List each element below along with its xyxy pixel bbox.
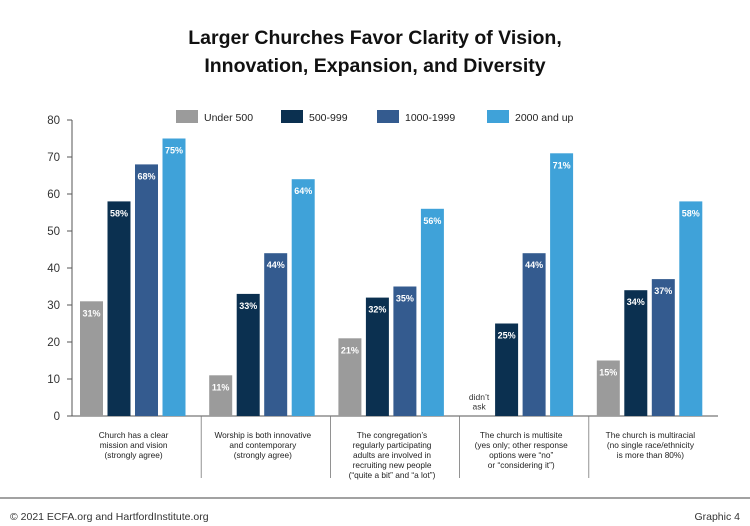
legend-label: 2000 and up — [515, 112, 574, 124]
y-tick-label: 70 — [47, 152, 60, 164]
missing-data-note: didn’t — [469, 392, 490, 402]
bar-value-label: 75% — [165, 146, 183, 156]
bar — [107, 201, 131, 416]
bar — [264, 253, 288, 416]
bar-value-label: 68% — [137, 171, 155, 181]
bar-value-label: 32% — [368, 305, 386, 315]
legend-item: 1000-1999 — [377, 110, 455, 124]
bar — [596, 360, 620, 416]
bar-value-label: 35% — [396, 294, 414, 304]
bar-value-label: 37% — [654, 286, 672, 296]
y-tick-label: 30 — [47, 300, 60, 312]
y-tick-label: 40 — [47, 263, 60, 275]
bar — [80, 301, 103, 416]
y-tick-label: 20 — [47, 337, 60, 349]
bar-value-label: 71% — [553, 160, 571, 170]
bar — [162, 138, 186, 416]
category-label: is more than 80%) — [617, 450, 685, 460]
category-label: adults are involved in — [353, 450, 431, 460]
bar-value-label: 64% — [294, 186, 312, 196]
legend-label: 500-999 — [309, 112, 348, 124]
legend-item: 500-999 — [281, 110, 348, 124]
category-label: options were “no” — [489, 450, 553, 460]
bar — [495, 323, 519, 416]
category-label: or “considering it”) — [488, 460, 555, 470]
bar — [679, 201, 703, 416]
bar-value-label: 44% — [525, 260, 543, 270]
category-label: and contemporary — [229, 440, 297, 450]
category-label: mission and vision — [100, 440, 168, 450]
y-tick-label: 10 — [47, 374, 60, 386]
category-label: The church is multiracial — [606, 430, 696, 440]
legend-swatch — [176, 110, 198, 123]
bar-value-label: 58% — [110, 208, 128, 218]
bar — [393, 286, 417, 416]
bar-value-label: 33% — [239, 301, 257, 311]
legend-item: 2000 and up — [487, 110, 574, 124]
bar — [135, 164, 158, 416]
bar — [365, 297, 389, 416]
chart-title-line: Innovation, Expansion, and Diversity — [204, 55, 545, 77]
footer-credit: © 2021 ECFA.org and HartfordInstitute.or… — [10, 511, 209, 523]
legend-swatch — [281, 110, 303, 123]
category-label: Church has a clear — [99, 430, 169, 440]
bar-value-label: 15% — [599, 368, 617, 378]
bar — [550, 153, 574, 417]
legend-swatch — [377, 110, 399, 123]
bar — [338, 338, 362, 416]
legend-label: 1000-1999 — [405, 112, 455, 124]
bar-value-label: 11% — [212, 382, 230, 392]
y-tick-label: 0 — [54, 411, 60, 423]
bar — [624, 290, 648, 416]
category-label: The church is multisite — [480, 430, 563, 440]
legend-swatch — [487, 110, 509, 123]
bar-value-label: 34% — [627, 297, 645, 307]
legend-item: Under 500 — [176, 110, 253, 124]
footer-graphic-number: Graphic 4 — [694, 511, 740, 523]
chart-title: Larger Churches Favor Clarity of Vision,… — [188, 27, 562, 77]
category-label: (no single race/ethnicity — [607, 440, 695, 450]
category-label: recruiting new people — [353, 460, 432, 470]
bar-value-label: 56% — [423, 216, 441, 226]
category-label: regularly participating — [353, 440, 432, 450]
bar-value-label: 25% — [498, 331, 516, 341]
category-label: (“quite a bit” and “a lot”) — [349, 470, 436, 480]
missing-data-note: ask — [472, 402, 486, 412]
category-label: The congregation’s — [357, 430, 427, 440]
bar-value-label: 44% — [267, 260, 285, 270]
category-label: (strongly agree) — [105, 450, 163, 460]
category-label: Worship is both innovative — [214, 430, 311, 440]
bar — [651, 279, 675, 416]
legend: Under 500 500-999 1000-1999 2000 and up — [176, 110, 574, 124]
bar — [209, 375, 233, 416]
y-tick-label: 80 — [47, 115, 60, 127]
category-label: (yes only; other response — [475, 440, 569, 450]
chart-title-line: Larger Churches Favor Clarity of Vision, — [188, 27, 562, 49]
y-tick-label: 60 — [47, 189, 60, 201]
y-tick-label: 50 — [47, 226, 60, 238]
bar — [236, 293, 260, 416]
legend-label: Under 500 — [204, 112, 253, 124]
bar-value-label: 31% — [82, 308, 100, 318]
category-label: (strongly agree) — [234, 450, 292, 460]
bars: 31% 58% 68% 75% 11% 33% 44% 64% 21% 32% 35% 56% 25% 4… — [80, 138, 703, 478]
bar — [291, 179, 315, 416]
bar — [522, 253, 546, 416]
bar-value-label: 21% — [341, 345, 359, 355]
bar-value-label: 58% — [682, 208, 700, 218]
bar — [420, 208, 444, 416]
